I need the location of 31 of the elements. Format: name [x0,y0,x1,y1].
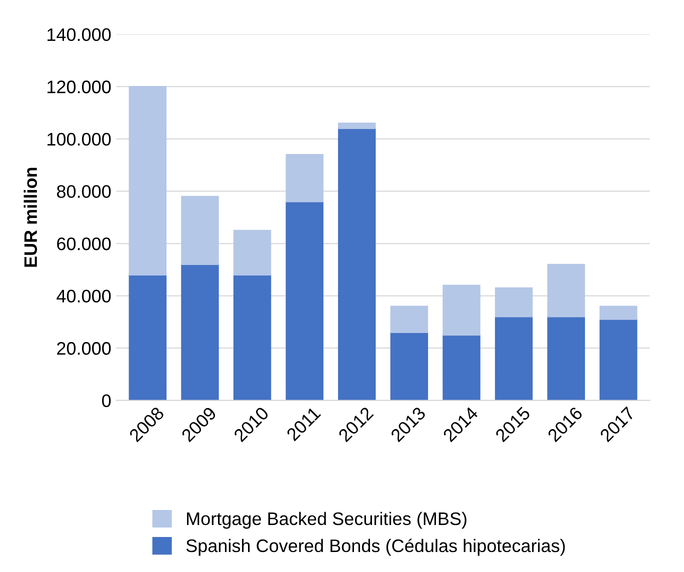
bar [338,122,376,130]
y-tick-label: 60.000 [57,237,111,250]
y-tick-label: 100.000 [48,132,111,146]
y-tick-label: 40.000 [56,290,111,303]
y-axis-title: EUR million [24,168,38,267]
bar [233,274,272,400]
bar [286,201,324,400]
bar [600,318,638,400]
bar [494,287,533,318]
bar [547,316,585,400]
bar [442,334,480,400]
bar [128,86,167,276]
bar [233,230,272,276]
legend-label: Mortgage Backed Securities (MBS) [187,512,466,529]
bar [494,316,533,400]
bar [181,264,219,400]
bar [600,306,638,320]
bar [390,332,428,400]
y-tick-label: 0 [102,394,111,408]
y-tick-label: 120.000 [48,80,111,94]
y-tick-label: 140.000 [48,28,111,42]
bar [128,274,167,400]
bar [547,264,585,318]
y-tick-label: 80.000 [56,185,111,198]
bar [442,284,480,336]
bar [390,306,428,333]
bar [338,128,376,400]
y-tick-label: 20.000 [57,342,111,355]
bar [181,196,219,265]
legend-label: Spanish Covered Bonds (Cédulas hipotecarias) [186,538,565,556]
bar [286,154,324,202]
